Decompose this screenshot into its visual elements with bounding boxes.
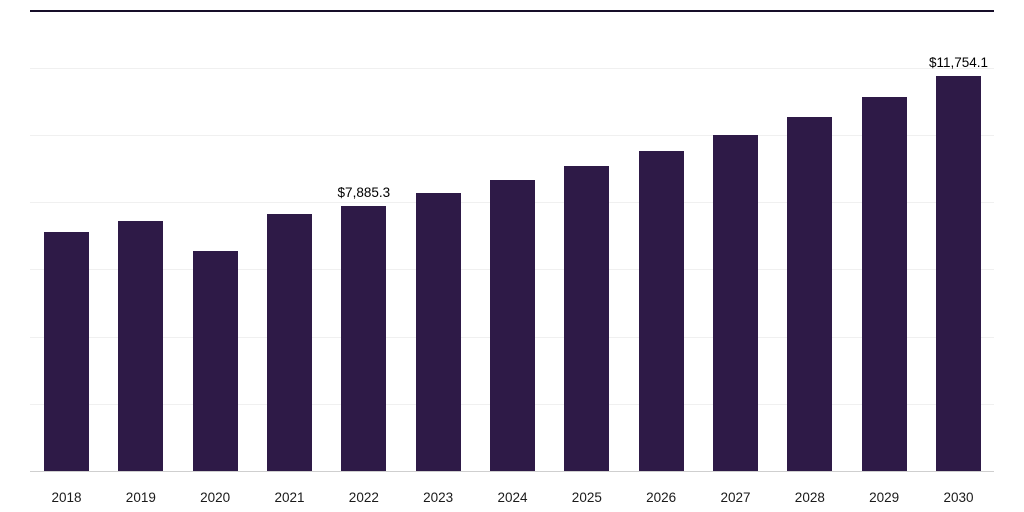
bar-2024 <box>490 180 535 471</box>
x-axis-label-2022: 2022 <box>348 490 379 505</box>
gridline-12000 <box>30 67 994 69</box>
bars-container: $7,885.3 $11,754.1 <box>44 10 988 471</box>
x-axis-label-2026: 2026 <box>646 490 677 505</box>
x-axis-label-2018: 2018 <box>51 490 82 505</box>
bar-2019 <box>118 220 164 471</box>
x-axis-label-2028: 2028 <box>794 490 825 505</box>
value-label-2022: $7,885.3 <box>337 185 391 201</box>
bar-2026 <box>638 151 684 471</box>
x-axis-label-2019: 2019 <box>125 490 156 505</box>
x-axis-label-2025: 2025 <box>571 490 602 505</box>
bar-2020 <box>192 250 238 471</box>
chart-top-border <box>30 10 994 12</box>
bar-2029 <box>861 97 907 471</box>
x-axis-label-2023: 2023 <box>423 490 454 505</box>
bar-2023 <box>415 192 461 471</box>
bar-2018 <box>44 232 89 471</box>
bar-2030 <box>936 76 981 471</box>
x-axis-label-2027: 2027 <box>720 490 751 505</box>
bar-2021 <box>267 213 312 471</box>
x-axis-label-2020: 2020 <box>200 490 231 505</box>
gridline-10000 <box>30 135 994 136</box>
value-label-2030: $11,754.1 <box>928 55 989 71</box>
bar-2022 <box>341 206 387 471</box>
plot-area: $7,885.3 $11,754.1 <box>30 10 994 472</box>
bar-2027 <box>713 135 758 471</box>
x-axis-label-2030: 2030 <box>943 490 974 505</box>
x-axis-label-2029: 2029 <box>869 490 900 505</box>
bar-2025 <box>564 166 610 471</box>
x-axis-label-2024: 2024 <box>497 490 528 505</box>
x-axis-line <box>30 471 994 472</box>
bar-2028 <box>787 116 833 471</box>
x-axis-label-2021: 2021 <box>274 490 305 505</box>
bar-chart: $7,885.3 $11,754.1 2018 2019 2020 2021 2022 20… <box>30 10 994 505</box>
x-axis-labels: 2018 2019 2020 2021 2022 2023 2024 2025 2026 2027… <box>30 484 994 508</box>
